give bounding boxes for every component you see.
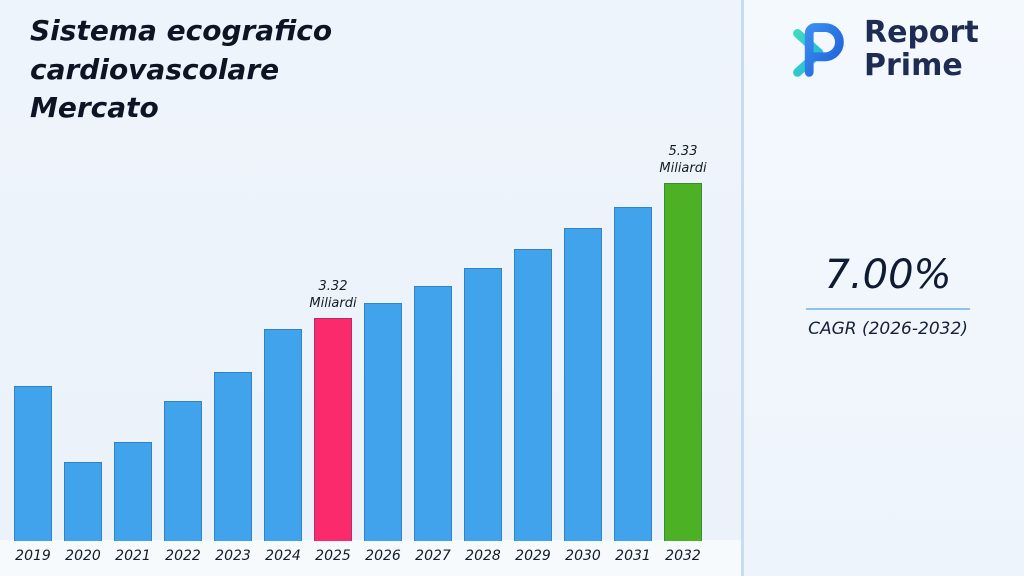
x-axis-label: 2031 bbox=[615, 548, 651, 564]
bar-column: 2027 bbox=[414, 286, 452, 564]
bar-2024 bbox=[264, 329, 302, 541]
bar-2025 bbox=[314, 318, 352, 541]
report-prime-logo-icon bbox=[793, 23, 844, 77]
bar-column: 2026 bbox=[364, 303, 402, 564]
bar-column: 2023 bbox=[214, 372, 252, 564]
bar-column: 2020 bbox=[64, 462, 102, 564]
bar-2020 bbox=[64, 462, 102, 541]
cagr-value: 7.00% bbox=[824, 252, 952, 298]
bar-2031 bbox=[614, 207, 652, 541]
page-title: Sistema ecografico cardiovascolare Merca… bbox=[30, 14, 333, 125]
logo-word-report: Report bbox=[864, 15, 979, 50]
report-prime-logo-text: Report Prime bbox=[864, 16, 979, 82]
report-prime-logo: Report Prime bbox=[778, 10, 979, 88]
x-axis-label: 2020 bbox=[65, 548, 101, 564]
logo-word-prime: Prime bbox=[864, 48, 963, 83]
bar-2022 bbox=[164, 401, 202, 541]
bar-column: 2024 bbox=[264, 329, 302, 564]
x-axis-label: 2019 bbox=[15, 548, 51, 564]
x-axis-label: 2032 bbox=[665, 548, 701, 564]
bar-column: 2022 bbox=[164, 401, 202, 564]
bar-2023 bbox=[214, 372, 252, 541]
bar-column: 2028 bbox=[464, 268, 502, 564]
bar-column: 2019 bbox=[14, 386, 52, 564]
bar-value-label: 3.32 Miliardi bbox=[309, 279, 357, 312]
x-axis-label: 2021 bbox=[115, 548, 151, 564]
side-panel: Report Prime 7.00% CAGR (2026-2032) bbox=[741, 0, 1024, 576]
bar-column: 3.32 Miliardi 2025 bbox=[309, 279, 356, 564]
x-axis-label: 2025 bbox=[315, 548, 351, 564]
chart-panel: Sistema ecografico cardiovascolare Merca… bbox=[14, 14, 707, 564]
bar-column: 2029 bbox=[514, 249, 552, 564]
bar-2021 bbox=[114, 442, 152, 541]
x-axis-label: 2030 bbox=[565, 548, 601, 564]
x-axis-label: 2024 bbox=[265, 548, 301, 564]
x-axis-label: 2022 bbox=[165, 548, 201, 564]
x-axis-label: 2026 bbox=[365, 548, 401, 564]
x-axis-label: 2023 bbox=[215, 548, 251, 564]
bar-column: 2031 bbox=[614, 207, 652, 564]
bar-chart-plot-area: 2019 2020 2021 2022 2023 2024 3.32 Miliardi 202… bbox=[14, 144, 707, 564]
bar-column: 5.33 Miliardi 2032 bbox=[659, 144, 706, 564]
bar-column: 2030 bbox=[564, 228, 602, 564]
x-axis-label: 2028 bbox=[465, 548, 501, 564]
bar-2030 bbox=[564, 228, 602, 541]
cagr-label: CAGR (2026-2032) bbox=[808, 319, 968, 339]
bar-2029 bbox=[514, 249, 552, 541]
cagr-block: 7.00% CAGR (2026-2032) bbox=[806, 252, 970, 339]
bar-2027 bbox=[414, 286, 452, 541]
x-axis-label: 2029 bbox=[515, 548, 551, 564]
bar-2026 bbox=[364, 303, 402, 541]
bar-2032 bbox=[664, 183, 702, 541]
x-axis-label: 2027 bbox=[415, 548, 451, 564]
bar-column: 2021 bbox=[114, 442, 152, 564]
cagr-underline bbox=[806, 308, 970, 310]
bar-value-label: 5.33 Miliardi bbox=[659, 144, 707, 177]
bar-2019 bbox=[14, 386, 52, 541]
bar-2028 bbox=[464, 268, 502, 541]
bar-chart: 2019 2020 2021 2022 2023 2024 3.32 Miliardi 202… bbox=[14, 144, 707, 564]
